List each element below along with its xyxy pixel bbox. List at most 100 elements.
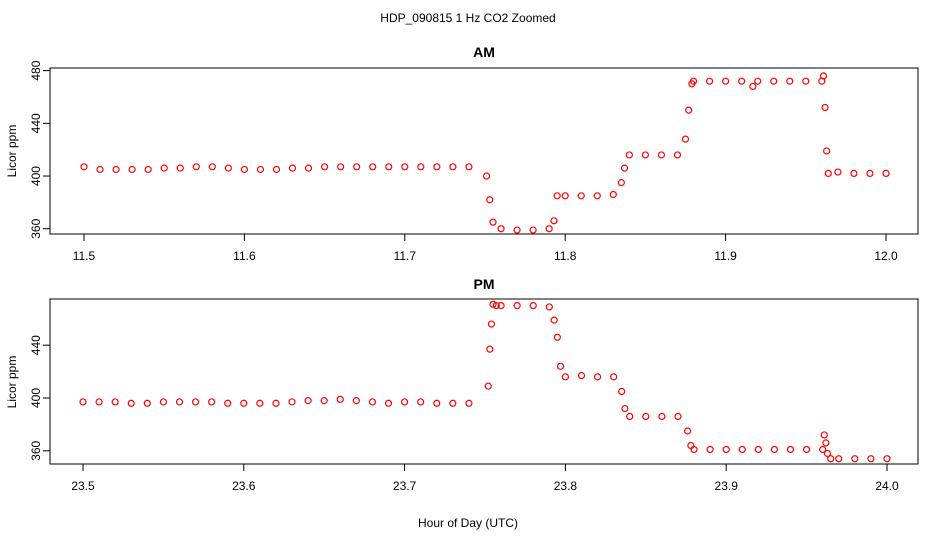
am-data-point: [577, 192, 585, 200]
am-data-point: [529, 226, 537, 234]
pm-data-point: [827, 455, 835, 463]
am-data-point: [112, 165, 120, 174]
am-data-point: [489, 218, 497, 226]
pm-data-point: [304, 397, 312, 405]
pm-data-point: [553, 333, 561, 341]
pm-data-point: [384, 399, 393, 407]
am-data-point: [673, 151, 682, 159]
am-data-point: [465, 163, 473, 171]
am-data-point: [449, 163, 457, 171]
pm-data-point: [658, 412, 666, 421]
am-data-point: [620, 164, 629, 172]
am-data-point: [483, 172, 491, 180]
am-data-point: [417, 163, 425, 171]
pm-data-point: [497, 302, 505, 310]
pm-data-point: [256, 399, 264, 407]
pm-data-point: [143, 399, 151, 407]
pm-data-point: [111, 398, 119, 406]
pm-data-point: [95, 398, 103, 406]
pm-data-point: [487, 320, 496, 328]
am-data-point: [657, 151, 666, 159]
pm-data-point: [561, 373, 570, 381]
pm-data-point: [208, 398, 216, 406]
am-data-point: [821, 103, 829, 112]
pm-data-point: [674, 412, 682, 421]
pm-y-tick-label: 360: [29, 440, 43, 460]
am-data-point: [625, 151, 633, 159]
pm-x-tick-label: 23.9: [715, 479, 739, 493]
pm-data-point: [159, 398, 167, 406]
pm-data-point: [642, 412, 650, 421]
x-axis-label: Hour of Day (UTC): [418, 516, 518, 530]
pm-data-point: [823, 449, 832, 458]
pm-x-axis: 23.5 23.6 23.7 23.8 23.9 24.0: [71, 464, 899, 493]
pm-data-point: [556, 362, 565, 370]
am-data-point: [128, 165, 136, 174]
am-data-point: [866, 169, 874, 177]
am-data-point: [550, 217, 558, 225]
pm-data-point: [288, 398, 296, 406]
pm-data-point: [401, 398, 409, 406]
pm-panel-title: PM: [474, 276, 495, 292]
pm-data-point: [465, 399, 473, 407]
pm-data-point: [690, 445, 698, 454]
pm-data-point: [802, 445, 811, 454]
pm-data-point: [224, 399, 232, 407]
am-data-point: [144, 165, 152, 174]
pm-data-point: [489, 300, 497, 308]
am-data-point: [685, 106, 693, 114]
am-x-tick-label: 11.5: [73, 249, 96, 263]
am-data-point: [513, 226, 521, 234]
pm-data-point: [851, 455, 859, 463]
pm-x-tick-label: 23.8: [554, 479, 578, 493]
am-data-point: [786, 77, 794, 85]
am-data-point: [850, 169, 858, 177]
pm-data-point: [191, 398, 200, 406]
am-data-point: [321, 163, 329, 171]
am-data-point: [497, 225, 505, 233]
am-y-tick-label: 400: [29, 166, 43, 186]
pm-plot-frame: [49, 298, 919, 465]
pm-data-point: [175, 398, 184, 406]
am-y-tick-label: 360: [29, 218, 43, 238]
am-data-point: [240, 165, 248, 174]
am-data-point: [641, 151, 650, 159]
am-data-point: [486, 196, 494, 204]
pm-data-point: [835, 455, 843, 463]
pm-data-point: [127, 399, 135, 407]
pm-data-point: [770, 445, 779, 454]
pm-data-point: [486, 345, 494, 353]
am-data-point: [689, 77, 698, 85]
pm-data-point: [240, 399, 248, 407]
am-data-point: [160, 164, 168, 172]
pm-data-point: [684, 427, 692, 435]
pm-data-point: [449, 399, 457, 407]
am-data-point: [256, 165, 265, 174]
am-points: [80, 72, 890, 234]
am-x-tick-label: 12.0: [874, 249, 898, 263]
am-data-point: [609, 190, 617, 199]
am-data-point: [401, 163, 409, 171]
pm-data-point: [433, 399, 441, 407]
am-y-tick-label: 440: [29, 113, 43, 133]
pm-data-point: [867, 455, 875, 463]
pm-data-point: [417, 398, 425, 406]
am-data-point: [823, 147, 831, 155]
pm-y-axis: 360 400 440: [29, 335, 50, 461]
am-data-point: [561, 192, 569, 200]
am-data-point: [819, 72, 828, 80]
pm-data-point: [545, 303, 553, 311]
pm-data-point: [513, 302, 521, 310]
pm-data-point: [577, 371, 586, 380]
am-data-point: [369, 163, 377, 171]
pm-data-point: [550, 316, 558, 324]
pm-points: [79, 300, 891, 463]
am-x-tick-label: 11.7: [394, 249, 417, 263]
am-panel: AM Licor ppm 11.5 11.6 11.7 11.8 11.9 12.0 36…: [5, 44, 919, 263]
pm-data-point: [593, 373, 602, 381]
pm-data-point: [618, 387, 626, 395]
am-data-point: [681, 135, 690, 143]
am-data-point: [882, 169, 890, 177]
pm-data-point: [822, 439, 830, 447]
pm-data-point: [621, 404, 629, 413]
